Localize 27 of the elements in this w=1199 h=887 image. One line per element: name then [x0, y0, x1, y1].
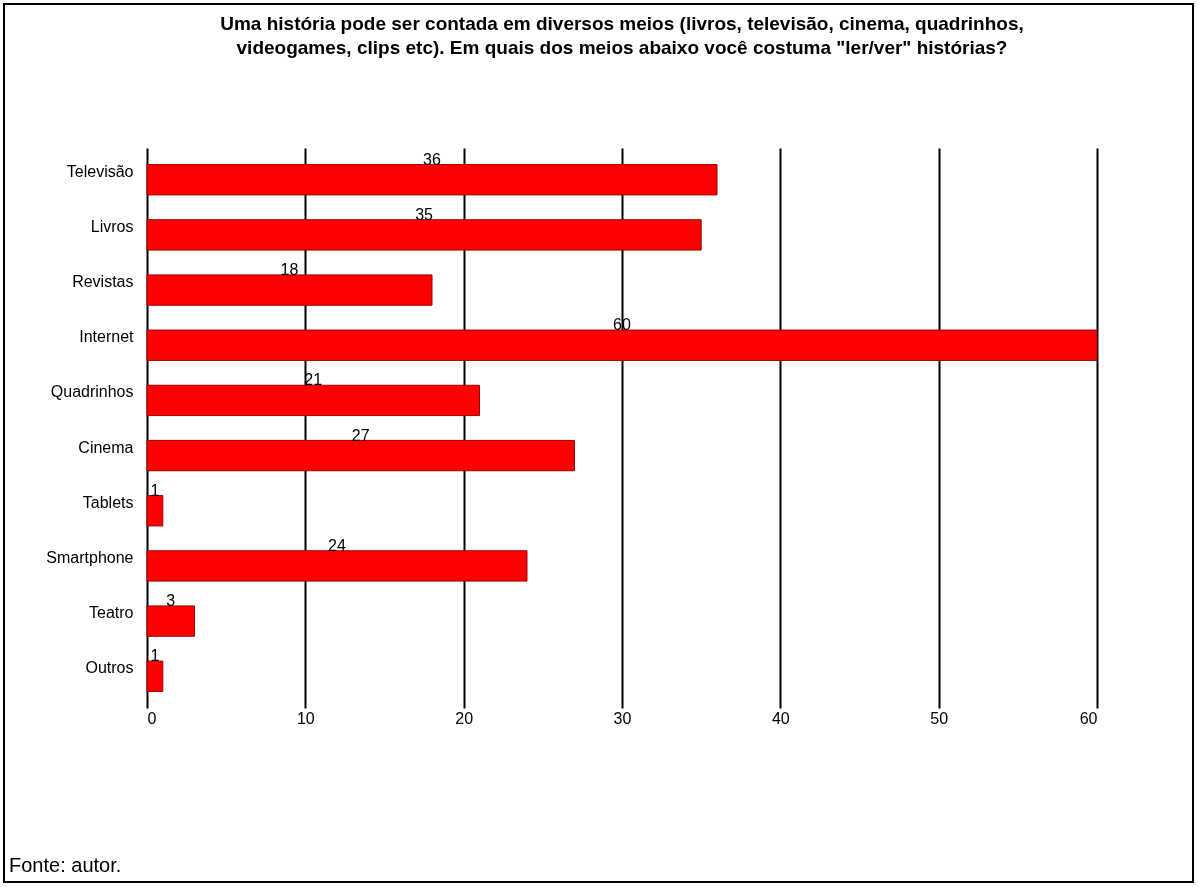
data-label: 1 [150, 647, 160, 665]
data-label: 36 [423, 150, 441, 168]
data-label: 35 [415, 205, 434, 223]
y-tick-label: Cinema [78, 438, 134, 456]
data-label: 18 [280, 261, 299, 279]
data-label: 1 [150, 481, 160, 499]
x-tick-label: 20 [455, 709, 474, 727]
data-label: 27 [351, 426, 370, 444]
data-label: 3 [166, 592, 176, 610]
source-note: Fonte: autor. [9, 854, 122, 877]
y-tick-label: Televisão [66, 162, 134, 180]
chart-title: Uma história pode ser contada em diversos meios (livros, televisão, cinema, quadrinhos, videogames, clips etc). Em quais dos meios abaixo você costuma "ler/ver" histórias? [220, 13, 1024, 58]
x-tick-label: 10 [296, 709, 315, 727]
y-tick-label: Quadrinhos [50, 383, 134, 401]
y-tick-label: Outros [85, 659, 134, 677]
y-tick-label: Teatro [89, 604, 134, 622]
x-tick-label: 0 [147, 709, 157, 727]
x-tick-label: 40 [771, 709, 790, 727]
y-tick-label: Internet [79, 328, 135, 346]
data-label: 24 [328, 536, 346, 554]
x-tick-label: 30 [613, 709, 632, 727]
y-tick-label: Livros [90, 217, 134, 235]
y-tick-label: Revistas [72, 273, 134, 291]
x-tick-label: 60 [1079, 709, 1098, 727]
x-tick-label: 50 [930, 709, 949, 727]
y-tick-label: Smartphone [46, 548, 134, 566]
y-tick-label: Tablets [82, 493, 134, 511]
